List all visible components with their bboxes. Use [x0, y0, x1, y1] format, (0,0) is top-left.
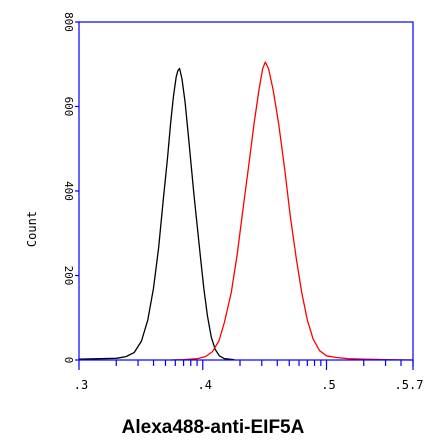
x-tick-label: .5.7	[395, 378, 424, 392]
x-tick-label: .4	[198, 378, 212, 392]
y-tick-label: 200	[62, 266, 75, 286]
axes: 0 200 400 600 800 .3 .4 .5 .5.7	[62, 12, 423, 392]
y-axis-label: Count	[25, 211, 39, 247]
y-tick-label: 800	[62, 12, 75, 32]
x-tick-label: .3	[74, 378, 88, 392]
y-tick-label: 600	[62, 97, 75, 117]
series-line-1	[78, 67, 235, 361]
y-tick-label: 400	[62, 181, 75, 201]
x-tick-label: .5	[321, 378, 335, 392]
y-tick-label: 0	[62, 357, 75, 364]
plot-area	[78, 61, 414, 361]
series-line-2	[170, 61, 414, 361]
x-axis-label: Alexa488-anti-EIF5A	[122, 417, 305, 438]
